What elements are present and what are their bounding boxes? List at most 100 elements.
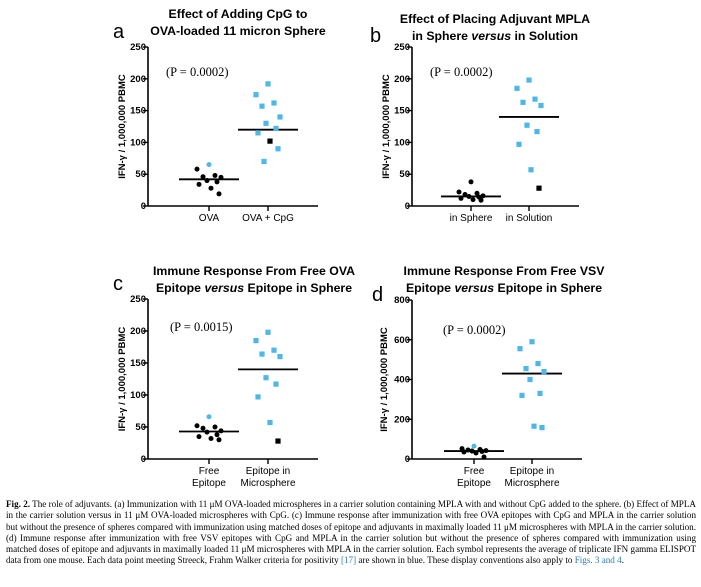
caption-ref-link[interactable]: [17]	[340, 555, 357, 566]
caption-figs-link[interactable]: Figs. 3 and 4	[574, 555, 622, 566]
x-category-label: Epitope in	[246, 466, 290, 477]
data-point	[273, 125, 279, 132]
y-axis-label: IFN-γ / 1,000,000 PBMC	[117, 74, 128, 179]
data-point	[519, 392, 525, 398]
panel-a: a Effect of Adding CpG to OVA-loaded 11 mi…	[113, 7, 326, 224]
data-point	[275, 438, 281, 444]
y-tick-label: 400	[394, 375, 410, 386]
title-text: Immune Response From Free VSV	[404, 264, 606, 278]
data-point	[462, 192, 468, 198]
data-point	[216, 191, 222, 197]
data-point	[456, 189, 462, 195]
data-point	[523, 365, 529, 372]
data-point	[200, 174, 206, 180]
figure-caption: Fig. 2. The role of adjuvants. (a) Immun…	[6, 499, 696, 567]
data-point	[218, 174, 224, 180]
data-point	[194, 423, 200, 429]
data-point	[259, 351, 265, 357]
data-point	[461, 449, 467, 455]
data-point	[261, 158, 267, 165]
y-tick-label: 200	[394, 414, 410, 425]
y-tick-label: 0	[141, 454, 146, 465]
x-category-label: Free	[199, 466, 220, 477]
data-point	[517, 346, 523, 352]
x-category-label: Microsphere	[504, 478, 559, 489]
y-tick-label: 200	[130, 326, 146, 337]
panel-title-line: Immune Response From Free VSV	[404, 264, 606, 278]
x-category-label: Epitope	[192, 478, 226, 489]
data-point	[538, 102, 544, 109]
data-point	[253, 338, 259, 344]
data-point	[531, 423, 537, 429]
data-point	[532, 96, 538, 102]
data-point	[468, 179, 474, 185]
data-point	[466, 193, 472, 199]
y-tick-label: 150	[130, 358, 146, 369]
data-point	[465, 447, 471, 453]
title-italic-word: versus	[454, 281, 494, 295]
data-point	[206, 162, 212, 168]
y-tick-label: 150	[394, 106, 410, 117]
panel-c: c Immune Response From Free OVA Epitope ve…	[113, 264, 355, 489]
data-point	[255, 394, 261, 400]
data-point	[265, 329, 271, 335]
data-point	[529, 339, 535, 345]
x-category-label: Microsphere	[240, 478, 295, 489]
data-point	[212, 424, 218, 430]
data-point	[267, 419, 273, 426]
data-point	[196, 434, 202, 440]
panel-letter: d	[372, 284, 383, 306]
y-tick-label: 250	[394, 42, 410, 53]
data-point	[273, 381, 279, 387]
x-category-label: in Solution	[506, 213, 553, 224]
title-text: in Sphere	[412, 29, 471, 43]
y-tick-label: 100	[394, 137, 410, 148]
data-point	[471, 443, 477, 449]
data-point	[480, 193, 486, 199]
title-text: Effect of Placing Adjuvant MPLA	[400, 12, 590, 26]
panel-title-line: Effect of Adding CpG to	[169, 7, 308, 21]
data-point	[541, 368, 547, 375]
x-category-label: Free	[464, 466, 485, 477]
data-point	[535, 361, 541, 367]
caption-text-end: .	[621, 555, 624, 566]
caption-text: The role of adjuvants. (a) Immunization …	[6, 499, 696, 566]
data-point	[536, 185, 542, 191]
panel-letter: c	[113, 273, 123, 295]
panel-b: b Effect of Placing Adjuvant MPLA in Spher…	[370, 12, 590, 224]
data-point	[204, 178, 210, 184]
data-point	[208, 185, 214, 191]
data-point	[514, 85, 520, 91]
y-tick-label: 0	[405, 201, 410, 212]
panel-title-line: OVA-loaded 11 micron Sphere	[150, 24, 326, 38]
panel-title-line: in Sphere versus in Solution	[412, 29, 578, 43]
title-italic-word: versus	[471, 29, 511, 43]
data-point	[520, 99, 526, 105]
y-tick-label: 150	[130, 106, 146, 117]
data-point	[214, 179, 220, 185]
data-point	[263, 375, 269, 381]
y-tick-label: 600	[394, 335, 410, 346]
y-axis-label: IFN-γ / 1,000,000 PBMC	[117, 327, 128, 432]
data-point	[200, 425, 206, 431]
data-point	[528, 167, 534, 173]
title-text: Epitope	[156, 281, 205, 295]
x-category-label: OVA + CpG	[242, 213, 294, 224]
data-point	[194, 166, 200, 172]
data-point	[265, 81, 271, 87]
data-point	[474, 190, 480, 196]
y-tick-label: 100	[130, 390, 146, 401]
data-point	[267, 138, 273, 144]
data-point	[216, 437, 222, 443]
data-point	[470, 197, 476, 203]
panel-title-line: Epitope versus Epitope in Sphere	[406, 281, 602, 295]
data-point	[478, 197, 484, 203]
title-text: Effect of Adding CpG to	[169, 7, 308, 21]
data-point	[527, 376, 533, 383]
data-point	[539, 424, 545, 431]
caption-lead: Fig. 2.	[6, 499, 31, 509]
data-point	[271, 347, 277, 353]
data-point	[534, 128, 540, 135]
title-text: in Solution	[511, 29, 578, 43]
title-text: Immune Response From Free OVA	[153, 264, 355, 278]
